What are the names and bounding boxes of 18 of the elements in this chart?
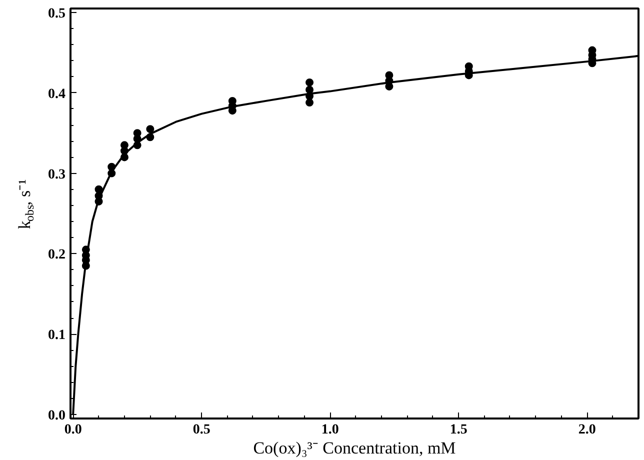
x-tick-label: 0.0 <box>64 422 82 438</box>
point <box>306 86 314 94</box>
x-tick-label: 1.5 <box>450 422 468 438</box>
point <box>94 185 103 194</box>
x-axis-title: Co(ox)₃³⁻ Concentration, mM <box>253 438 456 458</box>
y-tick-label: 0.5 <box>48 6 66 22</box>
x-tick-label: 0.5 <box>192 422 210 438</box>
y-axis-title: kobs, s⁻¹ <box>15 179 36 230</box>
point <box>306 98 314 107</box>
x-tick-label: 2.0 <box>578 422 596 438</box>
y-tick-label: 0.2 <box>48 248 66 263</box>
point <box>306 78 314 86</box>
y-tick-label: 0.1 <box>48 328 66 344</box>
y-tick-label: 0.4 <box>48 86 66 102</box>
point <box>146 125 154 134</box>
y-tick-label: 0.0 <box>48 408 66 424</box>
x-tick-label: 1.0 <box>321 422 339 438</box>
y-tick-label: 0.3 <box>48 167 66 182</box>
